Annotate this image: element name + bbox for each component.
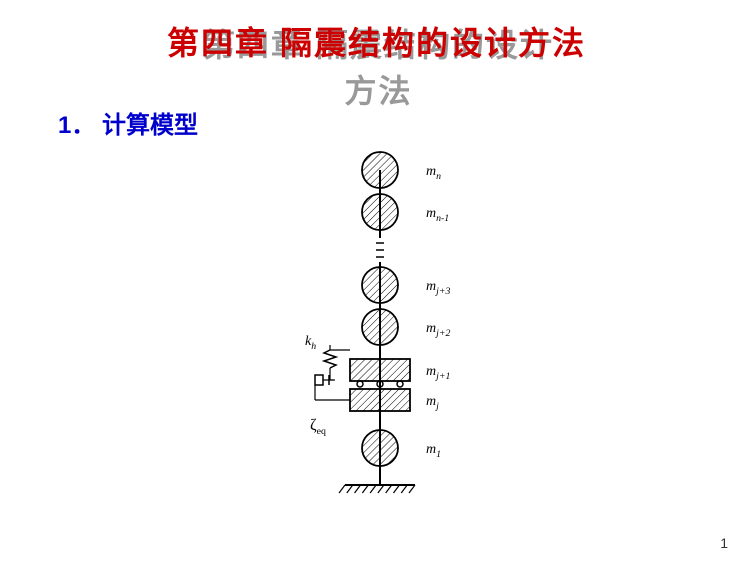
chapter-title: 第四章 隔震结构的设计方法 第四章 隔震结构的设计方法 xyxy=(0,0,753,64)
svg-text:m1: m1 xyxy=(426,442,441,460)
section-number: 1． xyxy=(58,112,95,139)
title-main: 第四章 隔震结构的设计方法 xyxy=(167,25,586,61)
section-label: 计算模型 xyxy=(102,112,198,139)
svg-text:kh: kh xyxy=(305,334,316,352)
svg-text:mj+2: mj+2 xyxy=(426,321,450,339)
svg-text:mn: mn xyxy=(426,164,441,182)
mass-model-diagram: mn mn-1 mj+3 mj+2 mj+1 mj m1 kh ζeq xyxy=(280,140,480,520)
svg-text:mn-1: mn-1 xyxy=(426,206,449,224)
svg-text:ζeq: ζeq xyxy=(310,417,326,437)
svg-text:mj: mj xyxy=(426,394,439,412)
svg-text:mj+1: mj+1 xyxy=(426,364,450,382)
svg-text:mj+3: mj+3 xyxy=(426,279,450,297)
page-number: 1 xyxy=(720,535,728,551)
section-title: 1． 计算模型 xyxy=(58,105,198,140)
